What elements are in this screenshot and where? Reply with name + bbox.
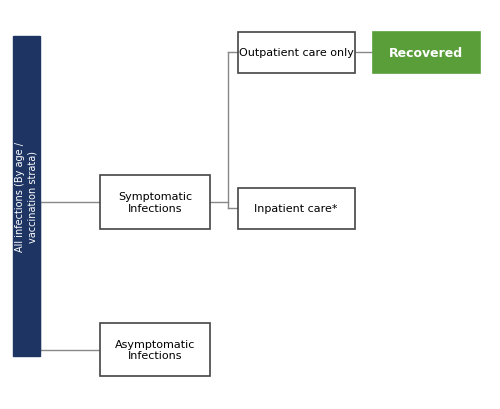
- Text: Asymptomatic
Infections: Asymptomatic Infections: [115, 339, 195, 360]
- Text: Symptomatic
Infections: Symptomatic Infections: [118, 192, 192, 213]
- Text: All infections (By age /
vaccination strata): All infections (By age / vaccination str…: [16, 142, 37, 251]
- Text: Recovered: Recovered: [389, 47, 464, 60]
- FancyBboxPatch shape: [372, 33, 480, 74]
- FancyBboxPatch shape: [238, 188, 355, 229]
- FancyBboxPatch shape: [238, 33, 355, 74]
- Text: Outpatient care only: Outpatient care only: [239, 48, 354, 58]
- Text: Inpatient care*: Inpatient care*: [254, 204, 338, 213]
- FancyBboxPatch shape: [12, 37, 40, 356]
- FancyBboxPatch shape: [100, 176, 210, 229]
- FancyBboxPatch shape: [100, 323, 210, 376]
